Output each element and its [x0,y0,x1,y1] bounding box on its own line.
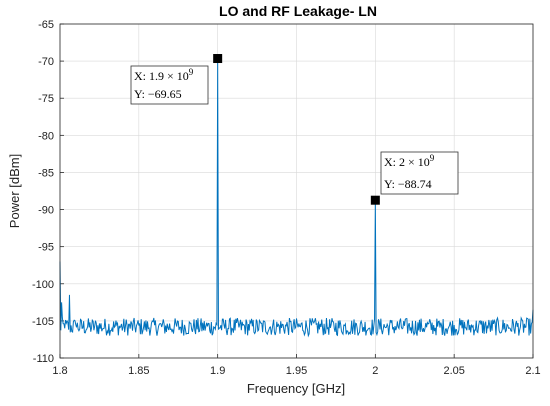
chart-title: LO and RF Leakage- LN [219,3,377,19]
plot-frame [59,23,534,359]
datatip-marker[interactable] [370,195,380,205]
datatip-marker[interactable] [213,54,223,64]
y-tick-label: -95 [38,242,54,254]
x-axis-label: Frequency [GHz] [247,381,345,396]
datatips: X: 1.9 × 109 Y: −69.65 X: 2 × 109 Y: −88.74 [130,54,459,205]
x-tick-label: 2.1 [525,365,540,377]
y-tick-label: -75 [38,93,54,105]
y-tick-label: -100 [32,279,54,291]
y-tick-label: -110 [33,353,54,365]
y-tick-label: -80 [38,130,54,142]
x-tick-label: 1.9 [210,365,225,377]
y-tick-label: -65 [38,19,54,31]
x-tick-label: 2.05 [443,365,464,377]
series-line [59,58,534,338]
tick-labels: 1.8 1.85 1.9 1.95 2 2.05 2.1 -65 -70 -75 -80 -85 -90… [32,19,541,377]
x-tick-label: 1.95 [286,365,307,377]
y-tick-label: -105 [32,316,54,328]
x-tick-label: 1.85 [128,365,149,377]
series [59,58,534,338]
x-tick-label: 2 [372,365,378,377]
datatip-x-label: X: 2 × 109 [384,153,435,169]
y-tick-label: -70 [38,56,54,68]
datatip-y-label: Y: −88.74 [384,177,432,191]
y-axis-label: Power [dBm] [7,154,22,228]
datatip-box [380,151,459,195]
y-tick-label: -85 [38,167,54,179]
datatip-x-label: X: 1.9 × 109 [134,67,194,83]
datatip-box [130,65,209,105]
datatip-y-label: Y: −69.65 [134,87,182,101]
y-tick-label: -90 [38,205,54,217]
x-tick-label: 1.8 [52,365,67,377]
